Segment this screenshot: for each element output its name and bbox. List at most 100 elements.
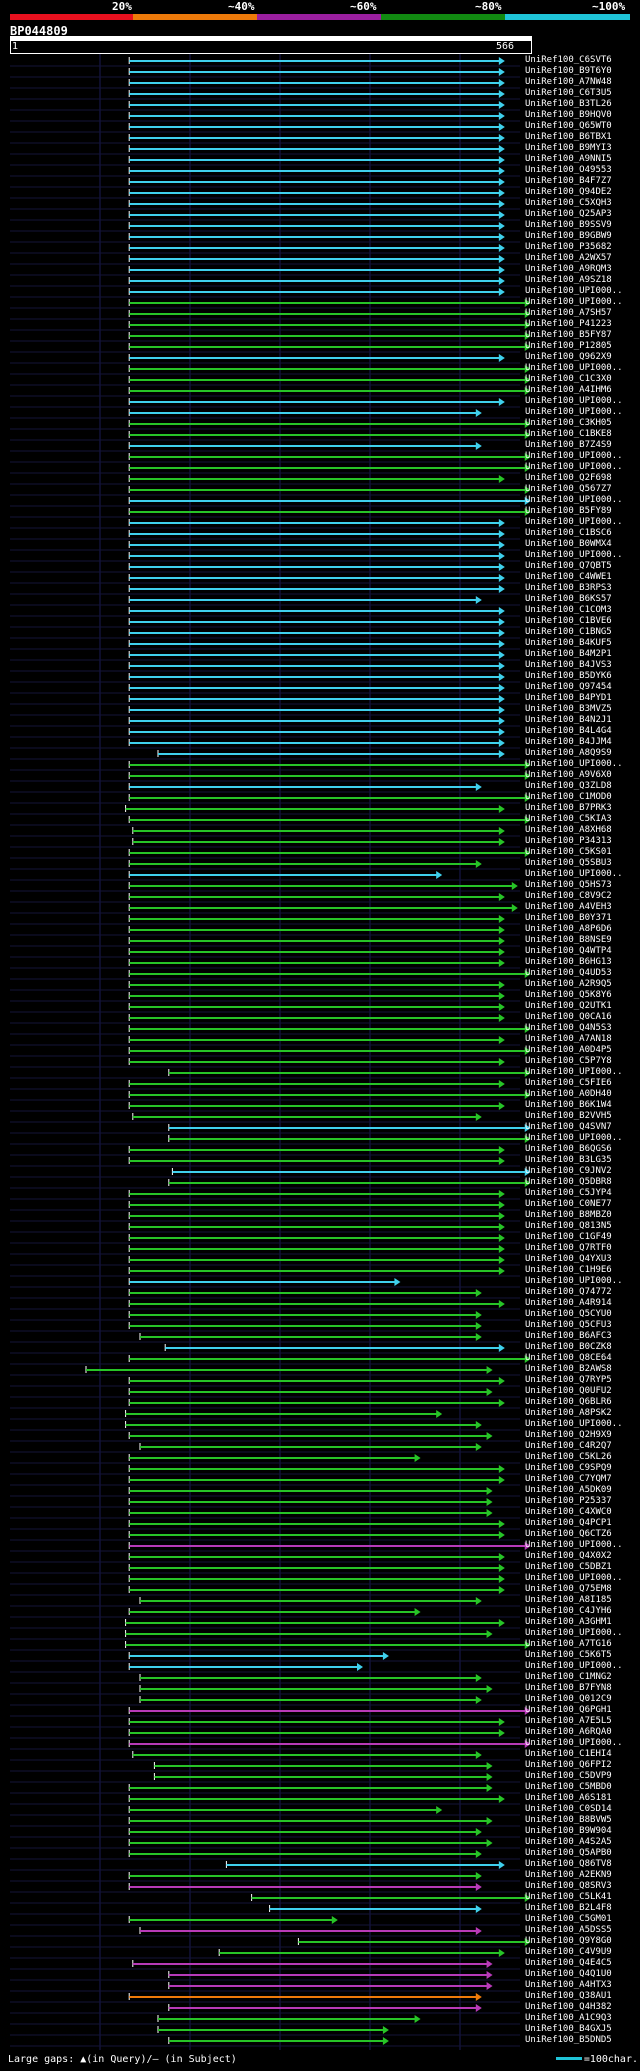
- hit-label[interactable]: UniRef100_Q4YXU3: [525, 1254, 612, 1264]
- hit-label[interactable]: UniRef100_UPI000..: [525, 1738, 623, 1748]
- hit-label[interactable]: UniRef100_Q6PGH1: [525, 1705, 612, 1715]
- hit-label[interactable]: UniRef100_C5DVP9: [525, 1771, 612, 1781]
- hit-label[interactable]: UniRef100_C5KL26: [525, 1452, 612, 1462]
- hit-alignment-173[interactable]: [132, 1960, 493, 1968]
- hit-alignment-163[interactable]: [128, 1850, 482, 1858]
- hit-label[interactable]: UniRef100_C1EHI4: [525, 1749, 612, 1759]
- hit-alignment-58[interactable]: [128, 695, 505, 703]
- hit-alignment-93[interactable]: [128, 1080, 505, 1088]
- hit-alignment-9[interactable]: [128, 156, 505, 164]
- hit-alignment-156[interactable]: [153, 1773, 493, 1781]
- hit-alignment-42[interactable]: [128, 519, 505, 527]
- hit-alignment-124[interactable]: [125, 1421, 482, 1429]
- hit-alignment-157[interactable]: [128, 1784, 493, 1792]
- hit-label[interactable]: UniRef100_UPI000..: [525, 517, 623, 527]
- hit-alignment-51[interactable]: [128, 618, 505, 626]
- hit-alignment-14[interactable]: [128, 211, 505, 219]
- hit-label[interactable]: UniRef100_B8NSE9: [525, 935, 612, 945]
- hit-label[interactable]: UniRef100_UPI000..: [525, 1133, 623, 1143]
- hit-alignment-151[interactable]: [128, 1718, 505, 1726]
- hit-alignment-54[interactable]: [128, 651, 505, 659]
- hit-label[interactable]: UniRef100_Q962X9: [525, 352, 612, 362]
- hit-alignment-113[interactable]: [128, 1300, 505, 1308]
- hit-label[interactable]: UniRef100_A7TG16: [525, 1639, 612, 1649]
- hit-label[interactable]: UniRef100_C5P7Y8: [525, 1056, 612, 1066]
- hit-label[interactable]: UniRef100_Q6BLR6: [525, 1397, 612, 1407]
- hit-label[interactable]: UniRef100_Q9Y8G0: [525, 1936, 612, 1946]
- hit-alignment-69[interactable]: [128, 816, 531, 824]
- hit-alignment-164[interactable]: [225, 1861, 505, 1869]
- hit-label[interactable]: UniRef100_C4JYH6: [525, 1606, 612, 1616]
- hit-alignment-149[interactable]: [139, 1696, 482, 1704]
- hit-alignment-63[interactable]: [157, 750, 505, 758]
- hit-label[interactable]: UniRef100_C4V9U9: [525, 1947, 612, 1957]
- hit-alignment-135[interactable]: [128, 1542, 531, 1550]
- hit-label[interactable]: UniRef100_B0WMX4: [525, 539, 612, 549]
- hit-label[interactable]: UniRef100_Q6CTZ6: [525, 1529, 612, 1539]
- hit-label[interactable]: UniRef100_A2WX57: [525, 253, 612, 263]
- hit-label[interactable]: UniRef100_A9RQM3: [525, 264, 612, 274]
- hit-alignment-154[interactable]: [132, 1751, 482, 1759]
- hit-alignment-97[interactable]: [168, 1124, 531, 1132]
- hit-label[interactable]: UniRef100_A8P6D6: [525, 924, 612, 934]
- hit-alignment-38[interactable]: [128, 475, 505, 483]
- hit-alignment-148[interactable]: [139, 1685, 493, 1693]
- hit-alignment-95[interactable]: [128, 1102, 505, 1110]
- hit-alignment-134[interactable]: [128, 1531, 505, 1539]
- hit-label[interactable]: UniRef100_UPI000..: [525, 869, 623, 879]
- hit-label[interactable]: UniRef100_B9SSV9: [525, 220, 612, 230]
- hit-label[interactable]: UniRef100_C7YQM7: [525, 1474, 612, 1484]
- hit-alignment-47[interactable]: [128, 574, 505, 582]
- hit-alignment-28[interactable]: [128, 365, 531, 373]
- hit-label[interactable]: UniRef100_Q5APB0: [525, 1848, 612, 1858]
- hit-label[interactable]: UniRef100_A8Q9S9: [525, 748, 612, 758]
- hit-label[interactable]: UniRef100_Q2H9X9: [525, 1430, 612, 1440]
- hit-label[interactable]: UniRef100_A8PSK2: [525, 1408, 612, 1418]
- hit-label[interactable]: UniRef100_UPI000..: [525, 550, 623, 560]
- hit-alignment-98[interactable]: [168, 1135, 531, 1143]
- hit-alignment-94[interactable]: [128, 1091, 531, 1099]
- hit-alignment-4[interactable]: [128, 101, 505, 109]
- hit-alignment-8[interactable]: [128, 145, 505, 153]
- hit-label[interactable]: UniRef100_A4R914: [525, 1298, 612, 1308]
- hit-label[interactable]: UniRef100_A4S2A5: [525, 1837, 612, 1847]
- hit-label[interactable]: UniRef100_A2EKN9: [525, 1870, 612, 1880]
- hit-label[interactable]: UniRef100_UPI000..: [525, 396, 623, 406]
- hit-alignment-159[interactable]: [128, 1806, 443, 1814]
- hit-alignment-110[interactable]: [128, 1267, 505, 1275]
- hit-alignment-117[interactable]: [164, 1344, 505, 1352]
- hit-alignment-116[interactable]: [139, 1333, 482, 1341]
- hit-label[interactable]: UniRef100_A2R9Q5: [525, 979, 612, 989]
- hit-alignment-66[interactable]: [128, 783, 482, 791]
- hit-label[interactable]: UniRef100_C4R2Q7: [525, 1441, 612, 1451]
- hit-label[interactable]: UniRef100_B9GBW9: [525, 231, 612, 241]
- hit-alignment-166[interactable]: [128, 1883, 482, 1891]
- hit-label[interactable]: UniRef100_Q4UD53: [525, 968, 612, 978]
- hit-label[interactable]: UniRef100_C1C3X0: [525, 374, 612, 384]
- hit-label[interactable]: UniRef100_A0DH40: [525, 1089, 612, 1099]
- hit-label[interactable]: UniRef100_Q4N5S3: [525, 1023, 612, 1033]
- hit-label[interactable]: UniRef100_P34313: [525, 836, 612, 846]
- hit-label[interactable]: UniRef100_A4IHM6: [525, 385, 612, 395]
- hit-label[interactable]: UniRef100_B7Z4S9: [525, 440, 612, 450]
- hit-label[interactable]: UniRef100_B8BVW5: [525, 1815, 612, 1825]
- hit-alignment-125[interactable]: [128, 1432, 493, 1440]
- hit-alignment-114[interactable]: [128, 1311, 482, 1319]
- hit-label[interactable]: UniRef100_B3LG35: [525, 1155, 612, 1165]
- hit-label[interactable]: UniRef100_UPI000..: [525, 297, 623, 307]
- hit-alignment-89[interactable]: [128, 1036, 505, 1044]
- hit-alignment-107[interactable]: [128, 1234, 505, 1242]
- hit-alignment-82[interactable]: [128, 959, 505, 967]
- hit-alignment-60[interactable]: [128, 717, 505, 725]
- hit-label[interactable]: UniRef100_Q38AU1: [525, 1991, 612, 2001]
- hit-alignment-61[interactable]: [128, 728, 505, 736]
- hit-label[interactable]: UniRef100_Q97454: [525, 682, 612, 692]
- hit-label[interactable]: UniRef100_A5DSS5: [525, 1925, 612, 1935]
- hit-alignment-1[interactable]: [128, 68, 505, 76]
- hit-alignment-34[interactable]: [128, 431, 531, 439]
- hit-label[interactable]: UniRef100_Q4SVN7: [525, 1122, 612, 1132]
- hit-label[interactable]: UniRef100_C4XWC0: [525, 1507, 612, 1517]
- hit-alignment-33[interactable]: [128, 420, 531, 428]
- hit-label[interactable]: UniRef100_C1MOD0: [525, 792, 612, 802]
- hit-label[interactable]: UniRef100_UPI000..: [525, 1661, 623, 1671]
